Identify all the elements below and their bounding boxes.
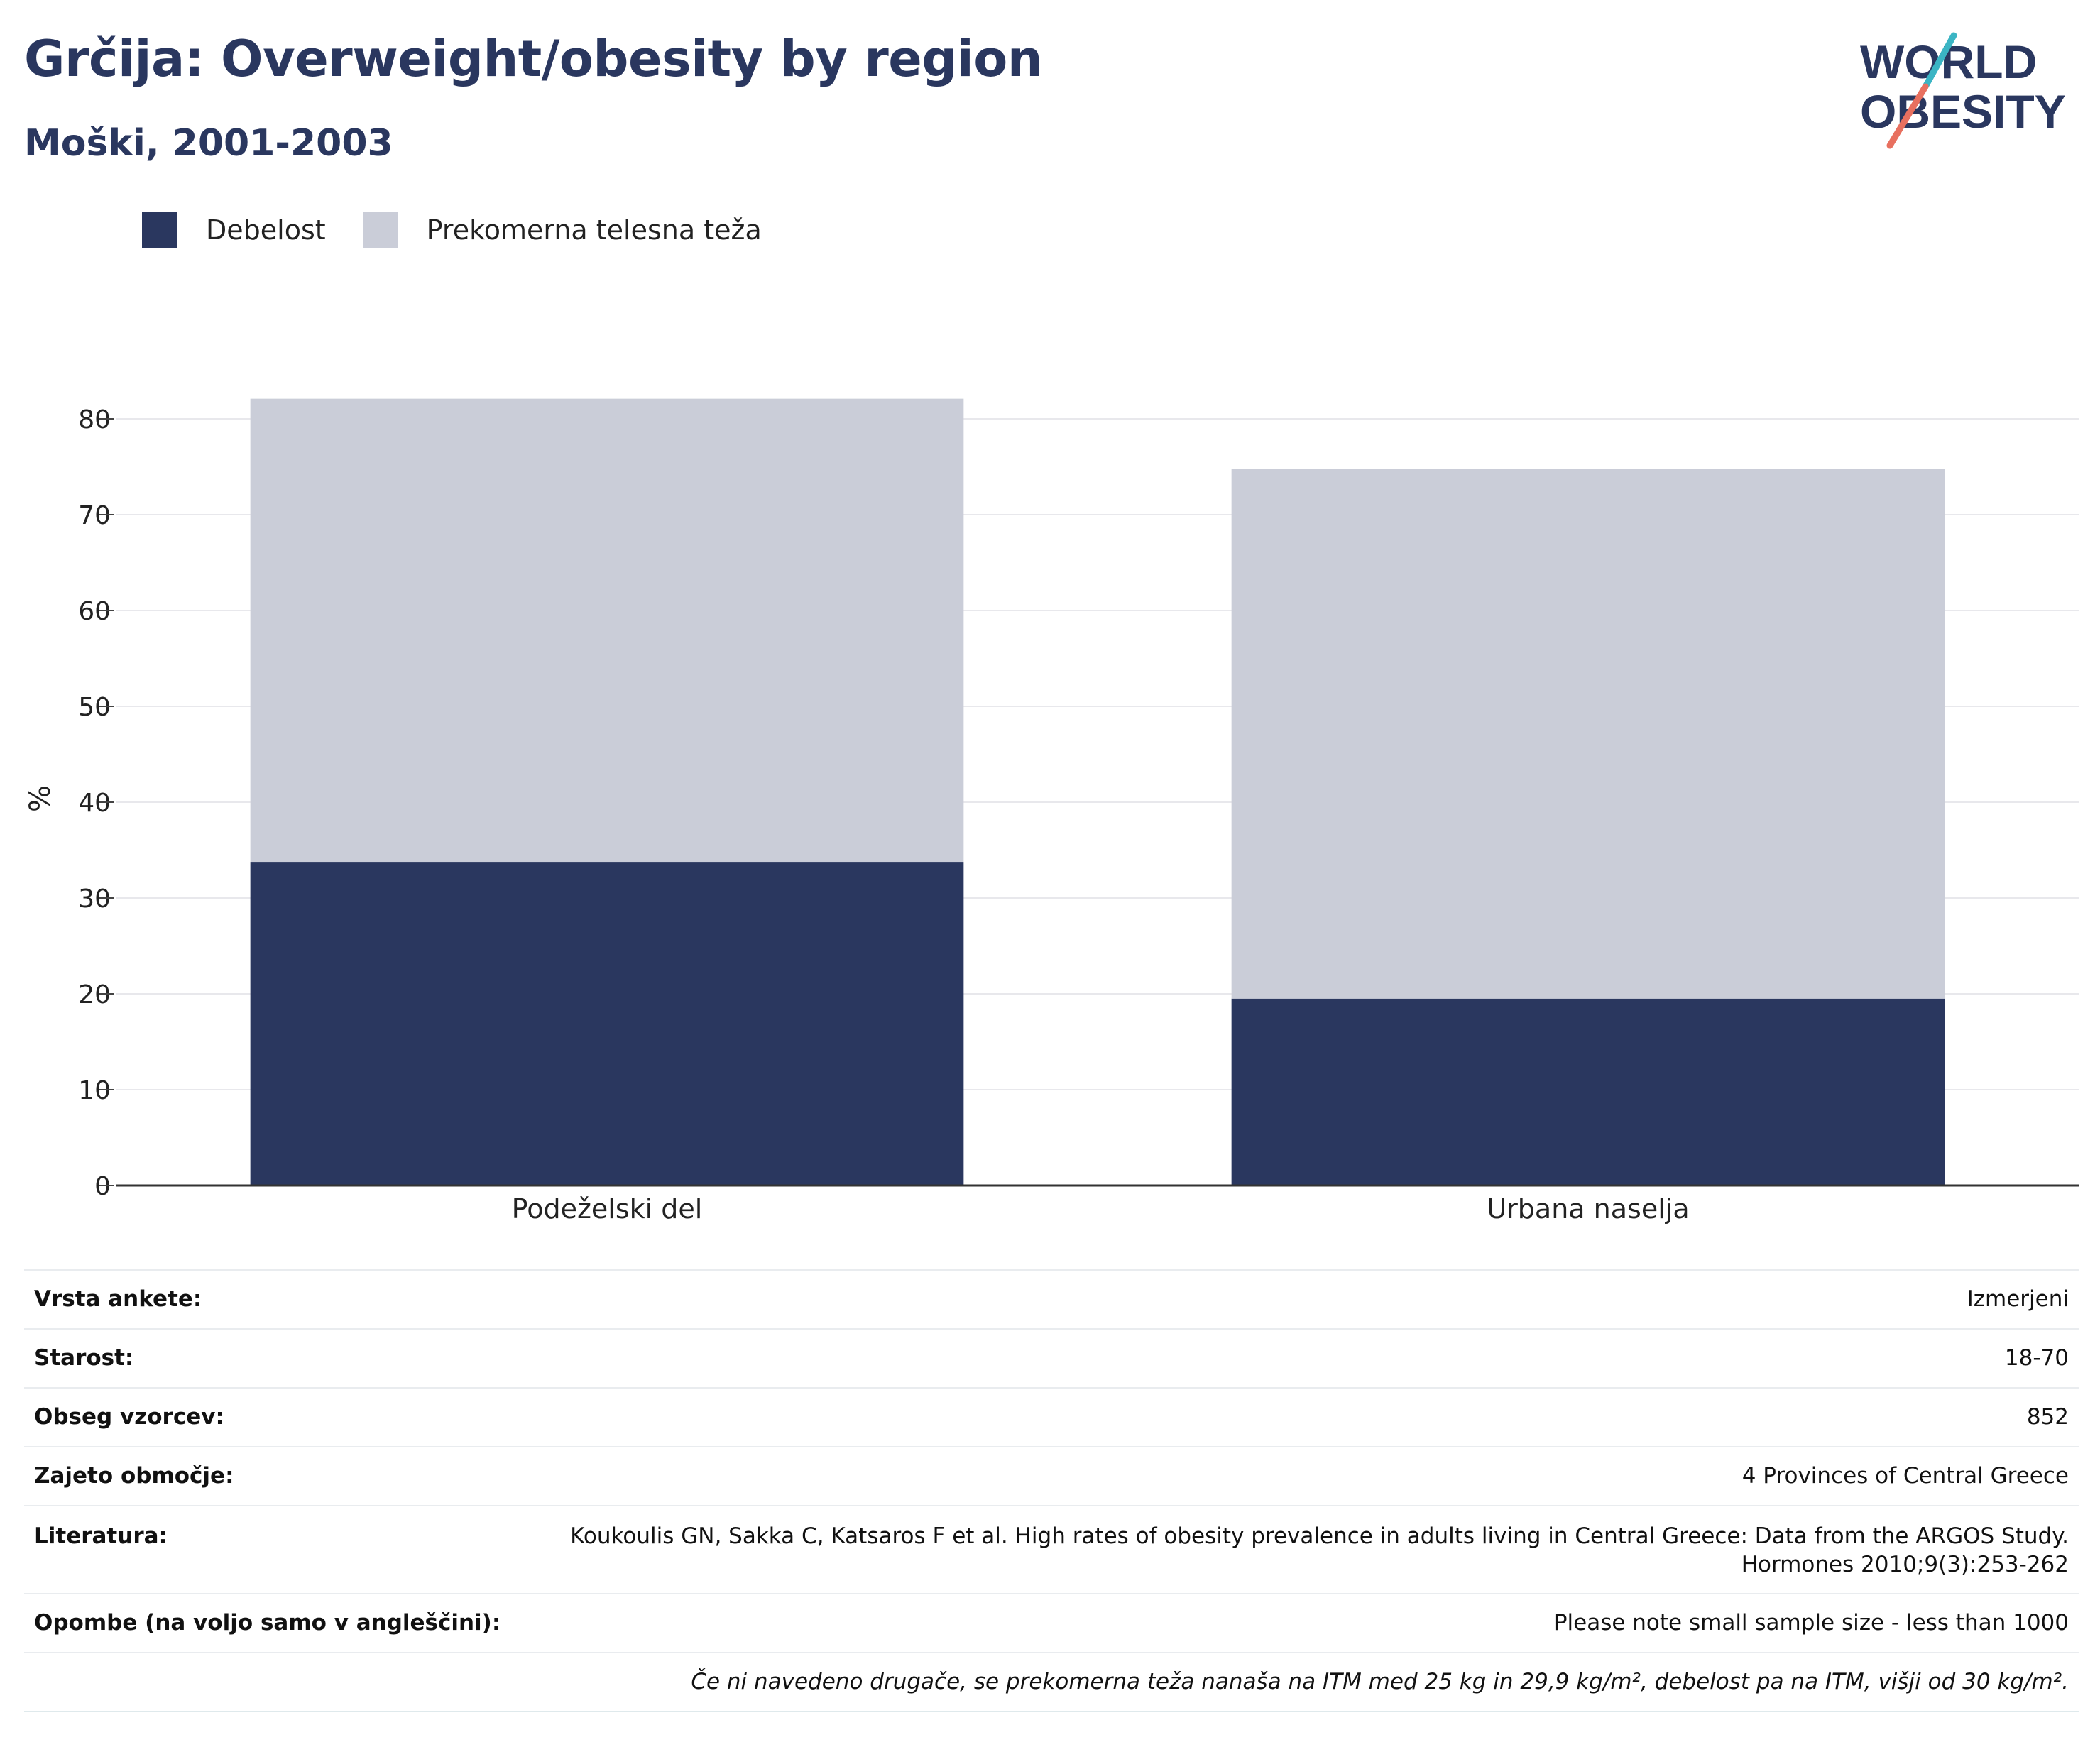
meta-value: 4 Provinces of Central Greece bbox=[523, 1446, 2079, 1506]
legend-item-obesity[interactable]: Debelost bbox=[142, 212, 326, 248]
meta-value: 852 bbox=[523, 1387, 2079, 1447]
meta-label: Vrsta ankete: bbox=[24, 1269, 523, 1329]
y-tick-label: 20 bbox=[78, 980, 111, 1009]
y-tick-label: 70 bbox=[78, 501, 111, 530]
survey-details-table: Vrsta ankete: Izmerjeni Starost: 18-70 O… bbox=[24, 1269, 2079, 1712]
y-tick-label: 80 bbox=[78, 405, 111, 434]
legend-label-obesity: Debelost bbox=[206, 214, 326, 246]
legend-item-overweight[interactable]: Prekomerna telesna teža bbox=[362, 212, 762, 248]
y-tick-label: 10 bbox=[78, 1076, 111, 1105]
legend: Debelost Prekomerna telesna teža bbox=[142, 210, 799, 250]
bar-overweight-2[interactable] bbox=[1231, 469, 1945, 999]
y-tick-label: 0 bbox=[94, 1172, 111, 1201]
meta-row-footnote: Če ni navedeno drugače, se prekomerna te… bbox=[24, 1652, 2079, 1712]
reference-line-1: Koukoulis GN, Sakka C, Katsaros F et al.… bbox=[570, 1523, 2069, 1549]
legend-swatch-obesity bbox=[142, 212, 177, 248]
meta-label: Starost: bbox=[24, 1328, 523, 1388]
meta-value: Koukoulis GN, Sakka C, Katsaros F et al.… bbox=[523, 1505, 2079, 1594]
bar-obesity-2[interactable] bbox=[1231, 998, 1945, 1185]
meta-label: Zajeto območje: bbox=[24, 1446, 523, 1506]
logo-line2: OBESITY bbox=[1860, 85, 2066, 138]
meta-row-age: Starost: 18-70 bbox=[24, 1328, 2079, 1388]
bars bbox=[250, 398, 1945, 1185]
reference-line-2: Hormones 2010;9(3):253-262 bbox=[1741, 1552, 2069, 1577]
meta-row-area: Zajeto območje: 4 Provinces of Central G… bbox=[24, 1446, 2079, 1506]
footnote: Če ni navedeno drugače, se prekomerna te… bbox=[24, 1652, 2079, 1712]
bar-obesity-1[interactable] bbox=[250, 862, 964, 1185]
y-tick-label: 40 bbox=[78, 789, 111, 818]
meta-row-notes: Opombe (na voljo samo v angleščini): Ple… bbox=[24, 1593, 2079, 1653]
meta-row-literature: Literatura: Koukoulis GN, Sakka C, Katsa… bbox=[24, 1505, 2079, 1594]
bar-overweight-1[interactable] bbox=[250, 398, 964, 863]
meta-label: Opombe (na voljo samo v angleščini): bbox=[24, 1593, 523, 1653]
meta-row-survey-type: Vrsta ankete: Izmerjeni bbox=[24, 1269, 2079, 1329]
y-tick-labels: 0 10 20 30 40 50 60 70 80 bbox=[78, 405, 114, 1201]
meta-label: Literatura: bbox=[24, 1505, 523, 1594]
y-tick-label: 30 bbox=[78, 885, 111, 914]
meta-value: 18-70 bbox=[523, 1328, 2079, 1388]
logo-slash-coral bbox=[1886, 83, 1929, 149]
meta-value: Izmerjeni bbox=[523, 1269, 2079, 1329]
x-tick-label: Podeželski del bbox=[512, 1193, 703, 1225]
x-tick-label: Urbana naselja bbox=[1487, 1193, 1689, 1225]
x-tick-labels: Podeželski del Urbana naselja bbox=[512, 1193, 1690, 1225]
legend-label-overweight: Prekomerna telesna teža bbox=[426, 214, 762, 246]
y-tick-label: 50 bbox=[78, 693, 111, 722]
meta-row-sample-size: Obseg vzorcev: 852 bbox=[24, 1387, 2079, 1447]
world-obesity-logo: WORLD OBESITY bbox=[1860, 32, 2066, 149]
chart-title: Grčija: Overweight/obesity by region bbox=[24, 30, 1043, 88]
legend-swatch-overweight bbox=[362, 212, 398, 248]
chart-subtitle: Moški, 2001-2003 bbox=[24, 122, 393, 165]
meta-value: Please note small sample size - less tha… bbox=[523, 1593, 2079, 1653]
meta-label: Obseg vzorcev: bbox=[24, 1387, 523, 1447]
y-axis-label: % bbox=[24, 785, 57, 812]
logo-slash-teal bbox=[1922, 32, 1957, 90]
stacked-bar-chart: 0 10 20 30 40 50 60 70 80 Podeželski del Urbana n… bbox=[24, 398, 2079, 1225]
y-tick-label: 60 bbox=[78, 597, 111, 626]
